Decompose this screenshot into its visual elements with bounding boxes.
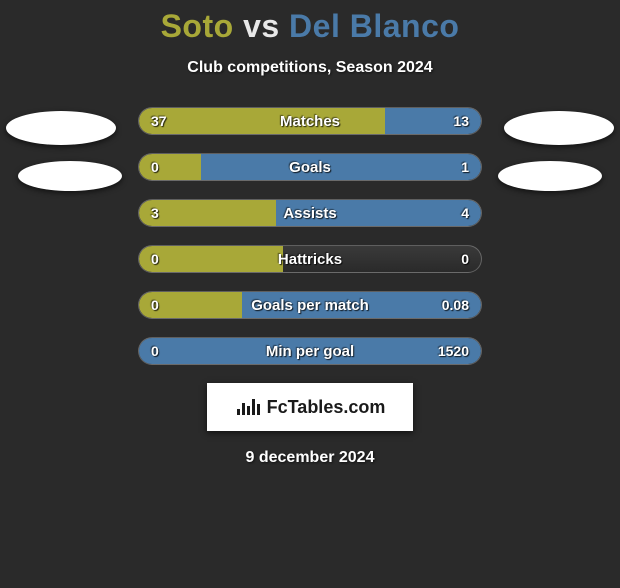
stat-rows: 3713Matches 01Goals 34Assists 00Hattricks 00…: [138, 107, 482, 365]
comparison-title: Soto vs Del Blanco: [0, 8, 620, 45]
player1-avatar-top: [6, 111, 116, 145]
player2-avatar-top: [504, 111, 614, 145]
stat-row: 34Assists: [138, 199, 482, 227]
player1-name: Soto: [161, 8, 234, 44]
stat-label: Min per goal: [139, 338, 481, 364]
logo-text: FcTables.com: [267, 397, 386, 418]
stat-label: Goals per match: [139, 292, 481, 318]
stat-row: 01520Min per goal: [138, 337, 482, 365]
player2-avatar-bottom: [498, 161, 602, 191]
subtitle: Club competitions, Season 2024: [0, 59, 620, 77]
stat-row: 00Hattricks: [138, 245, 482, 273]
barchart-icon: [235, 397, 261, 417]
stat-label: Hattricks: [139, 246, 481, 272]
date-line: 9 december 2024: [0, 449, 620, 467]
stat-row: 01Goals: [138, 153, 482, 181]
comparison-stage: 3713Matches 01Goals 34Assists 00Hattricks 00…: [0, 107, 620, 365]
title-vs: vs: [243, 8, 280, 44]
player1-avatar-bottom: [18, 161, 122, 191]
fctables-logo: FcTables.com: [207, 383, 413, 431]
player2-name: Del Blanco: [289, 8, 459, 44]
stat-label: Assists: [139, 200, 481, 226]
stat-row: 00.08Goals per match: [138, 291, 482, 319]
stat-label: Goals: [139, 154, 481, 180]
stat-row: 3713Matches: [138, 107, 482, 135]
stat-label: Matches: [139, 108, 481, 134]
